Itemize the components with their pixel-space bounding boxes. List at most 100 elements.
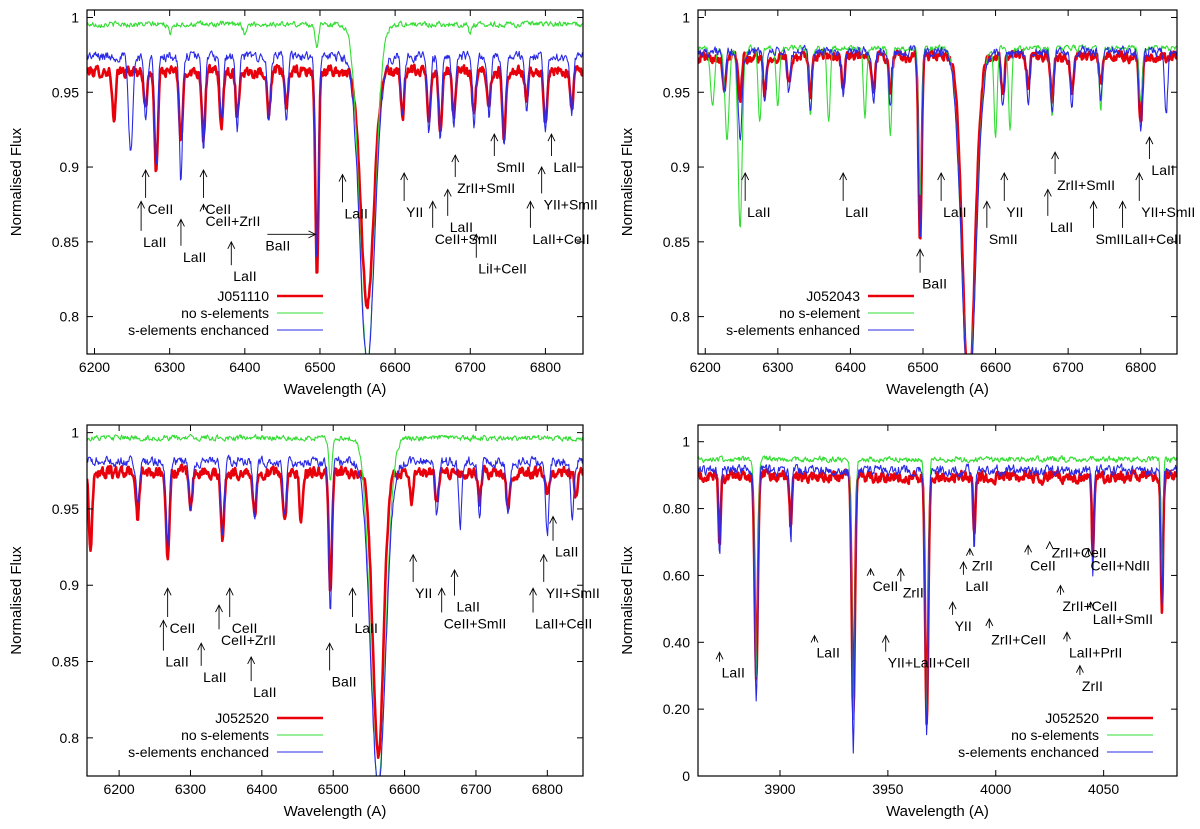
line-annotation: LaII: [959, 561, 989, 594]
arrow-head: [247, 655, 256, 665]
annotation-label: YII: [955, 618, 972, 634]
arrow-head: [1024, 544, 1033, 553]
x-tick-label: 6600: [980, 359, 1011, 375]
arrow-head: [197, 642, 206, 651]
series-line-observed: [698, 468, 1177, 726]
y-tick-label: 0.95: [663, 84, 690, 100]
line-annotation: YII: [409, 553, 432, 601]
x-tick-label: 6500: [304, 359, 335, 375]
x-axis-label: Wavelength (A): [284, 803, 387, 820]
annotation-label: LaII: [1151, 162, 1174, 178]
legend-label: no s-elements: [181, 727, 269, 743]
x-tick-label: 6400: [835, 359, 866, 375]
x-tick-label: 6300: [154, 359, 185, 375]
plot-frame: [697, 424, 1178, 777]
annotation-label: LiI+CeII: [478, 261, 527, 277]
line-annotation: LaII: [937, 172, 966, 220]
x-tick-label: 6300: [762, 359, 793, 375]
arrow-head: [1000, 172, 1009, 181]
line-annotation: CeII+ZrII: [199, 203, 260, 229]
y-tick-label: 1: [682, 9, 690, 25]
arrow-head: [225, 587, 234, 596]
annotation-label: ZrII+CeII: [1062, 598, 1117, 614]
annotation-label: ZrII: [1082, 678, 1103, 694]
line-annotation: ZrII+SmII: [451, 154, 515, 196]
line-annotation: LaII: [443, 188, 473, 235]
annotation-label: LaII: [965, 578, 988, 594]
legend-label: s-elements enchanced: [128, 744, 269, 760]
legend-label: s-elements enchanced: [128, 322, 269, 338]
y-tick-label: 0.8: [60, 730, 80, 746]
arrow-head: [1089, 200, 1098, 209]
arrow-head: [1051, 151, 1059, 160]
plot-frame: [86, 424, 584, 777]
arrow-head: [163, 587, 172, 596]
x-axis-label: Wavelength (A): [886, 803, 989, 820]
arrow-head: [959, 561, 968, 570]
arrow-head: [472, 233, 481, 242]
arrow-head: [741, 172, 750, 181]
legend-label: no s-elements: [181, 305, 269, 321]
line-annotation: LaII: [715, 651, 745, 681]
x-tick-label: 6800: [532, 781, 563, 797]
annotation-label: LaII: [183, 249, 206, 265]
chart-panel-1: 6200 6300 6400 6500 6600 6700 6800 0.8 0.85 0.9 0.…: [8, 9, 598, 398]
line-annotation: YII: [1000, 172, 1023, 220]
annotation-label: ZrII+SmII: [1057, 177, 1115, 193]
arrow-head: [137, 200, 146, 209]
line-annotation: SmII: [1089, 200, 1124, 247]
line-annotation: SmII: [490, 133, 525, 175]
arrow-head: [549, 515, 557, 524]
annotation-label: YII+SmII: [1141, 204, 1195, 220]
line-annotation: LaII: [338, 173, 368, 221]
line-annotation: LaII+CeII: [1118, 200, 1182, 247]
annotation-label: LaII+CeII: [535, 615, 592, 631]
arrow-head: [810, 634, 819, 643]
y-tick-label: 0.85: [52, 654, 79, 670]
series-line-s_enh: [698, 44, 1177, 354]
annotation-label: LaII: [457, 599, 480, 615]
line-annotation: ZrII: [1076, 664, 1103, 694]
annotation-label: YII+SmII: [546, 585, 600, 601]
y-tick-label: 0.9: [60, 159, 80, 175]
arrow-head: [215, 604, 223, 613]
annotation-label: CeII: [205, 201, 231, 217]
annotation-label: ZrII+CeII: [991, 631, 1046, 647]
arrow-head: [199, 169, 208, 178]
arrow-head: [881, 634, 890, 643]
arrow-head: [1135, 172, 1144, 181]
annotation-label: LaII: [1050, 219, 1073, 235]
x-tick-label: 6400: [246, 781, 277, 797]
y-tick-label: 0.95: [52, 84, 79, 100]
line-annotation-horizontal: BaII: [265, 230, 317, 253]
y-axis-label: Normalised Flux: [619, 546, 636, 655]
y-tick-label: 1: [71, 425, 79, 441]
annotation-label: CeII+NdII: [1091, 558, 1151, 574]
x-tick-label: 6700: [1053, 359, 1084, 375]
line-annotation: CeII: [141, 169, 173, 217]
y-axis-label: Normalised Flux: [8, 127, 25, 236]
line-annotation: ZrII: [896, 567, 924, 600]
arrow-head: [451, 154, 460, 163]
line-annotation: YII+SmII: [539, 553, 600, 601]
line-annotation: YII+LaII+CeII: [881, 634, 970, 671]
line-annotation: CeII: [199, 169, 231, 217]
arrow-head: [948, 601, 957, 610]
arrow-head: [141, 169, 150, 178]
y-tick-label: 0.9: [671, 159, 691, 175]
annotation-label: ZrII: [903, 584, 924, 600]
annotation-label: BaII: [332, 673, 357, 689]
annotation-label: LaII: [345, 205, 368, 221]
line-annotation: LaII+PrII: [1063, 631, 1122, 661]
x-tick-label: 6200: [104, 781, 135, 797]
annotation-label: YII: [415, 585, 432, 601]
y-tick-label: 0.8: [60, 309, 80, 325]
x-tick-label: 4050: [1088, 781, 1119, 797]
arrow-head: [937, 172, 946, 181]
line-annotation: LaII: [549, 515, 578, 560]
x-tick-label: 6300: [175, 781, 206, 797]
series-line-s_enh: [87, 454, 583, 776]
line-annotation: LaII: [547, 133, 577, 175]
y-tick-label: 0.8: [671, 309, 691, 325]
